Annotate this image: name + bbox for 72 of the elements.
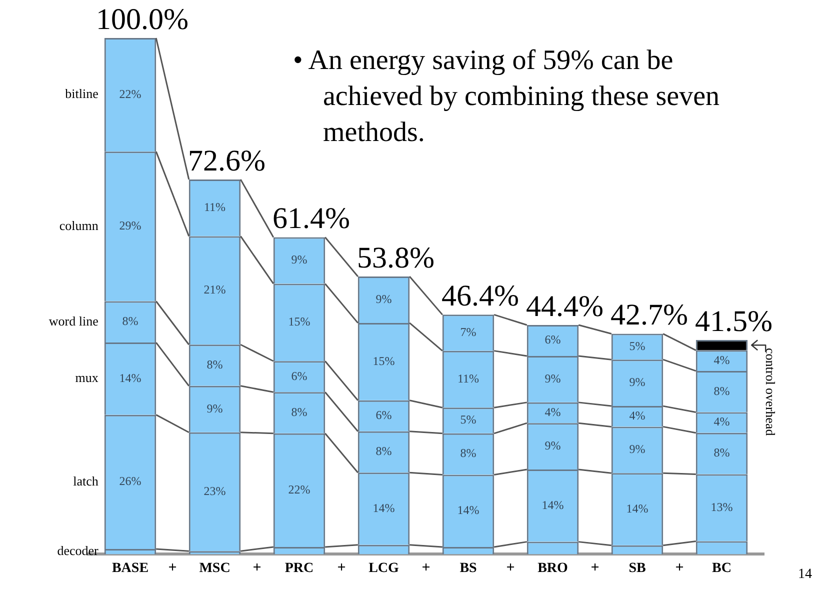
data-label: 22%	[119, 86, 142, 101]
text: +	[590, 560, 600, 576]
series-label: word line	[48, 313, 99, 328]
annotation: • An energy saving of 59% can be achieved by combining these seven methods.	[293, 44, 721, 150]
data-label: 8%	[714, 384, 730, 398]
data-label: 11%	[457, 371, 480, 386]
text: 14	[798, 567, 812, 583]
series-label: bitline	[65, 86, 99, 102]
data-label: 4%	[714, 352, 730, 367]
x-tick-label: BS	[460, 561, 478, 576]
total-label: 100.0%	[96, 2, 188, 36]
data-label: 9%	[376, 292, 392, 306]
data-label: 6%	[291, 368, 308, 383]
text: +	[506, 560, 515, 576]
x-tick-label: BRO	[538, 561, 568, 576]
data-label: 9%	[206, 401, 223, 416]
data-label: 5%	[629, 338, 646, 353]
series-label: column	[59, 218, 99, 233]
data-label: 7%	[460, 324, 476, 339]
total-label: 61.4%	[272, 202, 350, 236]
data-label: 14%	[119, 370, 142, 385]
data-label: 8%	[376, 444, 392, 458]
x-tick-label: BC	[712, 561, 732, 576]
data-label: 14%	[626, 501, 648, 516]
text: +	[422, 560, 430, 576]
x-tick-label: LCG	[368, 561, 400, 576]
series-label: mux	[75, 370, 99, 386]
data-label: 9%	[291, 252, 308, 267]
total-label: 53.8%	[357, 241, 434, 274]
x-tick-label: PRC	[284, 561, 314, 576]
text: +	[337, 560, 346, 576]
data-label: 8%	[291, 404, 308, 419]
data-label: 15%	[372, 354, 395, 368]
data-label: 6%	[544, 332, 561, 347]
data-label: 9%	[629, 374, 646, 389]
total-label: 41.5%	[695, 304, 772, 338]
data-label: 8%	[122, 314, 138, 328]
total-label: 72.6%	[188, 144, 266, 178]
text: +	[252, 560, 262, 576]
data-label: 8%	[206, 357, 223, 372]
x-tick-label: MSC	[199, 561, 230, 576]
series-label: decoder	[57, 543, 100, 558]
data-label: 22%	[288, 482, 310, 496]
data-label: 13%	[710, 500, 733, 514]
data-label: 14%	[372, 500, 395, 515]
data-label: 11%	[204, 200, 226, 214]
data-label: 8%	[460, 446, 476, 460]
x-tick-label: BASE	[112, 561, 149, 576]
data-label: 26%	[119, 474, 142, 488]
data-label: 14%	[542, 498, 564, 512]
total-label: 44.4%	[526, 290, 604, 323]
data-label: 15%	[288, 314, 310, 329]
data-label: 4%	[714, 414, 730, 429]
data-label: 29%	[119, 218, 142, 233]
total-label: 42.7%	[610, 298, 688, 332]
data-label: 9%	[544, 438, 561, 452]
data-label: 4%	[544, 404, 561, 419]
text: control overhead	[763, 348, 778, 436]
series-label: latch	[73, 473, 99, 488]
data-label: 9%	[629, 442, 646, 456]
data-label: 9%	[544, 371, 561, 386]
text: +	[168, 560, 177, 576]
data-label: 4%	[629, 408, 646, 423]
data-label: 21%	[204, 282, 226, 297]
data-label: 14%	[457, 502, 480, 517]
data-label: 6%	[376, 408, 392, 422]
data-label: 8%	[714, 446, 730, 460]
data-label: 23%	[204, 484, 226, 498]
x-tick-label: SB	[628, 561, 646, 576]
total-label: 46.4%	[442, 280, 519, 313]
data-label: 5%	[460, 412, 476, 427]
text: +	[675, 560, 684, 576]
